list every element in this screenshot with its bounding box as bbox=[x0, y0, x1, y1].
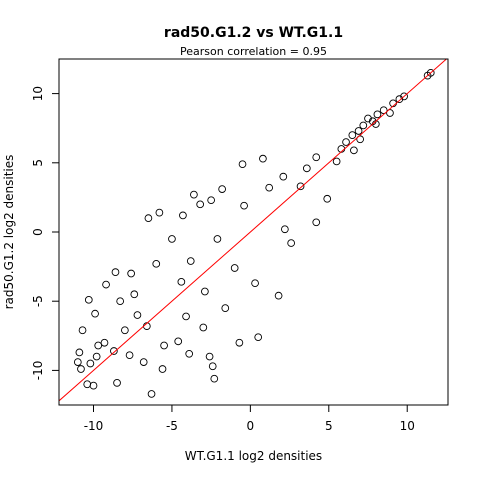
data-point bbox=[342, 138, 350, 146]
data-point bbox=[254, 333, 263, 342]
data-point bbox=[350, 146, 358, 155]
data-point bbox=[77, 365, 85, 373]
data-point bbox=[75, 348, 84, 357]
data-point bbox=[281, 225, 289, 234]
data-point bbox=[179, 211, 187, 220]
data-point bbox=[279, 172, 288, 181]
data-point bbox=[213, 235, 222, 243]
y-tick-label: 10 bbox=[31, 86, 45, 101]
data-point bbox=[359, 121, 368, 130]
data-point bbox=[168, 235, 176, 243]
data-point bbox=[196, 200, 205, 209]
data-point bbox=[312, 153, 321, 162]
data-point bbox=[302, 164, 311, 173]
data-point bbox=[84, 295, 93, 304]
data-point bbox=[102, 280, 110, 289]
data-point bbox=[265, 183, 274, 192]
fit-line-layer bbox=[59, 59, 448, 402]
data-point bbox=[230, 264, 239, 272]
data-point bbox=[190, 190, 198, 199]
data-point bbox=[158, 365, 167, 373]
data-point bbox=[395, 95, 404, 103]
data-point bbox=[238, 160, 247, 169]
data-point bbox=[373, 110, 382, 119]
data-point bbox=[160, 341, 168, 350]
data-point bbox=[144, 214, 153, 223]
data-point bbox=[354, 127, 363, 135]
data-point bbox=[177, 277, 186, 286]
data-point bbox=[379, 106, 388, 115]
x-tick-label: 5 bbox=[325, 419, 333, 433]
data-point bbox=[89, 381, 98, 390]
data-point bbox=[205, 352, 214, 361]
y-axis-label: rad50.G1.2 log2 densities bbox=[2, 155, 16, 310]
data-point bbox=[386, 109, 394, 117]
x-tick-label: 0 bbox=[247, 419, 255, 433]
data-point bbox=[127, 269, 135, 278]
data-point bbox=[113, 379, 121, 387]
data-point bbox=[186, 257, 195, 265]
data-point bbox=[296, 182, 305, 191]
data-point bbox=[110, 347, 118, 355]
data-point bbox=[208, 362, 217, 371]
data-point bbox=[235, 338, 244, 347]
data-point bbox=[210, 374, 219, 383]
y-tick-label: -10 bbox=[31, 361, 45, 381]
x-tick-label: 10 bbox=[400, 419, 415, 433]
data-point bbox=[201, 287, 209, 296]
data-point bbox=[174, 337, 183, 346]
data-point bbox=[139, 358, 148, 366]
data-point bbox=[121, 326, 129, 335]
data-point bbox=[323, 194, 332, 203]
chart-subtitle: Pearson correlation = 0.95 bbox=[180, 45, 327, 58]
data-point bbox=[185, 349, 194, 358]
data-point bbox=[364, 114, 372, 123]
y-axis: -10 -5 0 5 10 bbox=[31, 86, 59, 380]
data-point bbox=[125, 351, 134, 360]
data-point bbox=[152, 259, 161, 268]
data-point bbox=[182, 312, 190, 321]
x-axis-label: WT.G1.1 log2 densities bbox=[185, 449, 322, 463]
data-point bbox=[73, 358, 82, 366]
data-point bbox=[312, 218, 321, 227]
points-layer bbox=[73, 68, 435, 398]
data-point bbox=[91, 309, 99, 318]
data-point bbox=[100, 338, 109, 347]
data-point bbox=[199, 323, 208, 332]
data-point bbox=[423, 71, 432, 80]
data-point bbox=[348, 131, 357, 139]
data-point bbox=[259, 154, 267, 163]
data-point bbox=[221, 304, 230, 312]
y-tick-label: 5 bbox=[31, 159, 45, 167]
data-point bbox=[240, 201, 248, 210]
data-point bbox=[155, 208, 164, 217]
data-point bbox=[147, 390, 156, 398]
data-point bbox=[251, 279, 259, 288]
data-point bbox=[111, 268, 120, 276]
y-tick-label: 0 bbox=[31, 228, 45, 236]
data-point bbox=[130, 290, 139, 299]
x-tick-label: -5 bbox=[166, 419, 178, 433]
data-point bbox=[274, 291, 283, 300]
fit-line bbox=[59, 59, 448, 402]
data-point bbox=[356, 135, 365, 144]
data-point bbox=[287, 239, 296, 247]
data-point bbox=[92, 352, 101, 361]
x-axis: -10 -5 0 5 10 bbox=[84, 405, 415, 433]
y-tick-label: -5 bbox=[31, 295, 45, 307]
data-point bbox=[94, 341, 103, 350]
x-tick-label: -10 bbox=[84, 419, 104, 433]
data-point bbox=[116, 297, 125, 306]
data-point bbox=[218, 185, 226, 193]
data-point bbox=[78, 326, 87, 335]
data-point bbox=[133, 311, 142, 319]
data-point bbox=[332, 157, 341, 166]
data-point bbox=[207, 196, 216, 205]
chart-title: rad50.G1.2 vs WT.G1.1 bbox=[164, 25, 343, 41]
data-point bbox=[86, 359, 95, 368]
